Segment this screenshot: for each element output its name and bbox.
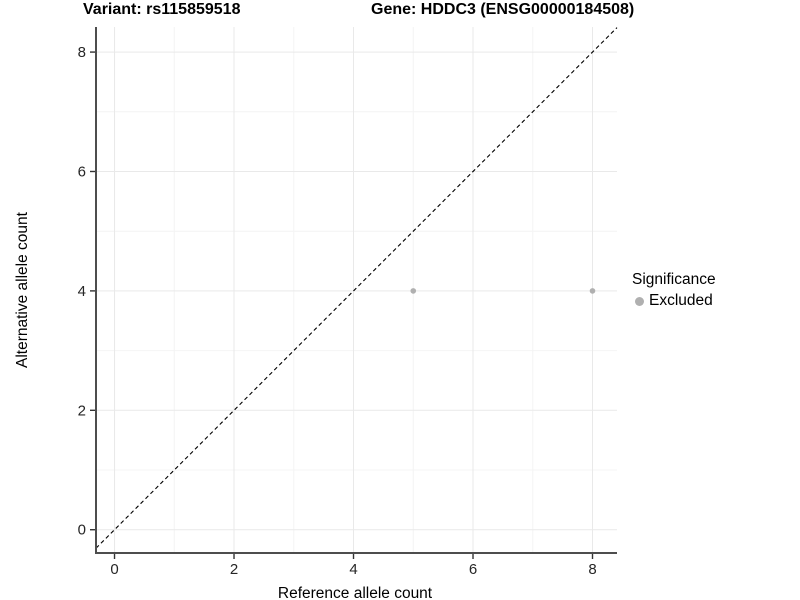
svg-text:4: 4 xyxy=(78,283,86,300)
legend-item-excluded: Excluded xyxy=(635,292,716,310)
svg-text:6: 6 xyxy=(469,561,477,578)
svg-text:2: 2 xyxy=(230,561,238,578)
plot-title-variant: Variant: rs115859518 xyxy=(83,1,241,18)
legend-title: Significance xyxy=(632,271,716,288)
plot-title-gene: Gene: HDDC3 (ENSG00000184508) xyxy=(371,1,635,18)
svg-text:0: 0 xyxy=(110,561,118,578)
legend: Significance Excluded xyxy=(631,271,716,310)
svg-text:8: 8 xyxy=(78,44,86,61)
svg-text:2: 2 xyxy=(78,402,86,419)
x-axis-label: Reference allele count xyxy=(277,585,433,600)
svg-text:8: 8 xyxy=(588,561,596,578)
svg-text:4: 4 xyxy=(349,561,357,578)
y-axis-label: Alternative allele count xyxy=(14,212,31,368)
svg-text:6: 6 xyxy=(78,163,86,180)
legend-point-icon xyxy=(635,296,644,306)
svg-text:0: 0 xyxy=(78,522,86,539)
legend-item-label: Excluded xyxy=(649,292,713,309)
